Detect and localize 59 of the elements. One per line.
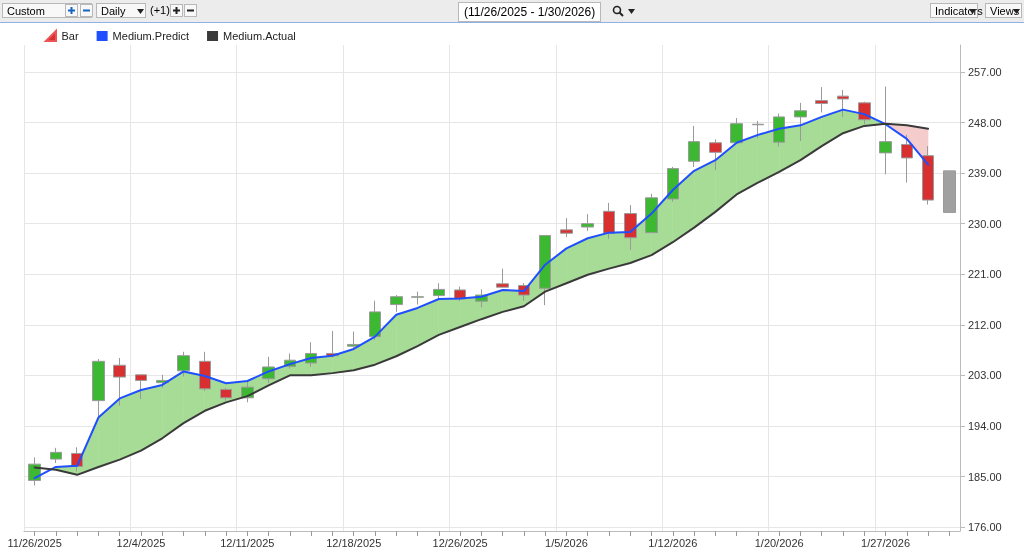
candlestick [411, 291, 424, 306]
y-tick-label: 248.00 [968, 116, 1002, 129]
candlestick [922, 145, 934, 206]
candlestick [773, 113, 785, 148]
candlestick [347, 331, 360, 349]
y-tick-label: 203.00 [968, 369, 1002, 382]
candlestick [815, 86, 828, 113]
candlestick [667, 166, 679, 203]
y-tick-label: 212.00 [968, 318, 1002, 331]
x-tick-label: 12/26/2025 [432, 536, 488, 549]
x-tick-label: 1/20/2026 [754, 536, 804, 549]
text: Daily [96, 3, 146, 18]
x-tick-label: 12/11/2025 [220, 536, 275, 549]
candlestick [390, 294, 403, 313]
candlestick [199, 351, 211, 392]
x-tick-label: 1/27/2026 [861, 536, 911, 549]
candlestick [603, 202, 615, 240]
candlestick [539, 234, 551, 306]
candlestick [837, 89, 849, 118]
y-tick-label: 257.00 [968, 65, 1002, 78]
legend-label: Bar [61, 30, 79, 42]
chart-title: (11/26/2025 - 1/30/2026) [458, 2, 602, 22]
candlestick [730, 117, 743, 144]
candlestick [581, 213, 594, 232]
candlestick [879, 86, 892, 175]
y-tick-label: 185.00 [968, 470, 1002, 483]
candlestick [901, 134, 913, 184]
candlestick [92, 358, 105, 418]
y-tick-label: 230.00 [968, 217, 1002, 230]
text: (+1) [150, 3, 170, 18]
candlestick [624, 204, 637, 251]
candlestick [560, 217, 573, 238]
candlestick [135, 374, 147, 400]
legend-label: Medium.Predict [112, 30, 190, 42]
candlestick [369, 300, 381, 341]
x-tick-label: 12/4/2025 [116, 536, 166, 549]
y-tick-label: 221.00 [968, 268, 1002, 281]
candlestick [433, 282, 445, 301]
x-tick-label: 1/12/2026 [648, 536, 698, 549]
x-tick-label: 11/26/2025 [7, 536, 62, 549]
candlestick [113, 357, 126, 407]
x-tick-label: 1/5/2026 [545, 536, 588, 549]
candlestick [50, 447, 62, 464]
legend-label: Medium.Actual [223, 30, 296, 42]
candlestick [709, 138, 722, 171]
text: Custom [2, 3, 92, 18]
candlestick [220, 387, 232, 402]
candlestick [688, 125, 700, 168]
candlestick [794, 102, 807, 142]
text: Indicators [934, 4, 983, 18]
x-tick-label: 12/18/2025 [326, 536, 382, 549]
candlestick [496, 268, 509, 288]
y-tick-label: 194.00 [968, 419, 1002, 432]
candlestick [943, 170, 956, 213]
candlestick [177, 351, 190, 377]
candlestick [752, 120, 764, 139]
y-tick-label: 176.00 [968, 521, 1002, 534]
candlestick [645, 193, 658, 234]
y-tick-label: 239.00 [968, 167, 1002, 180]
